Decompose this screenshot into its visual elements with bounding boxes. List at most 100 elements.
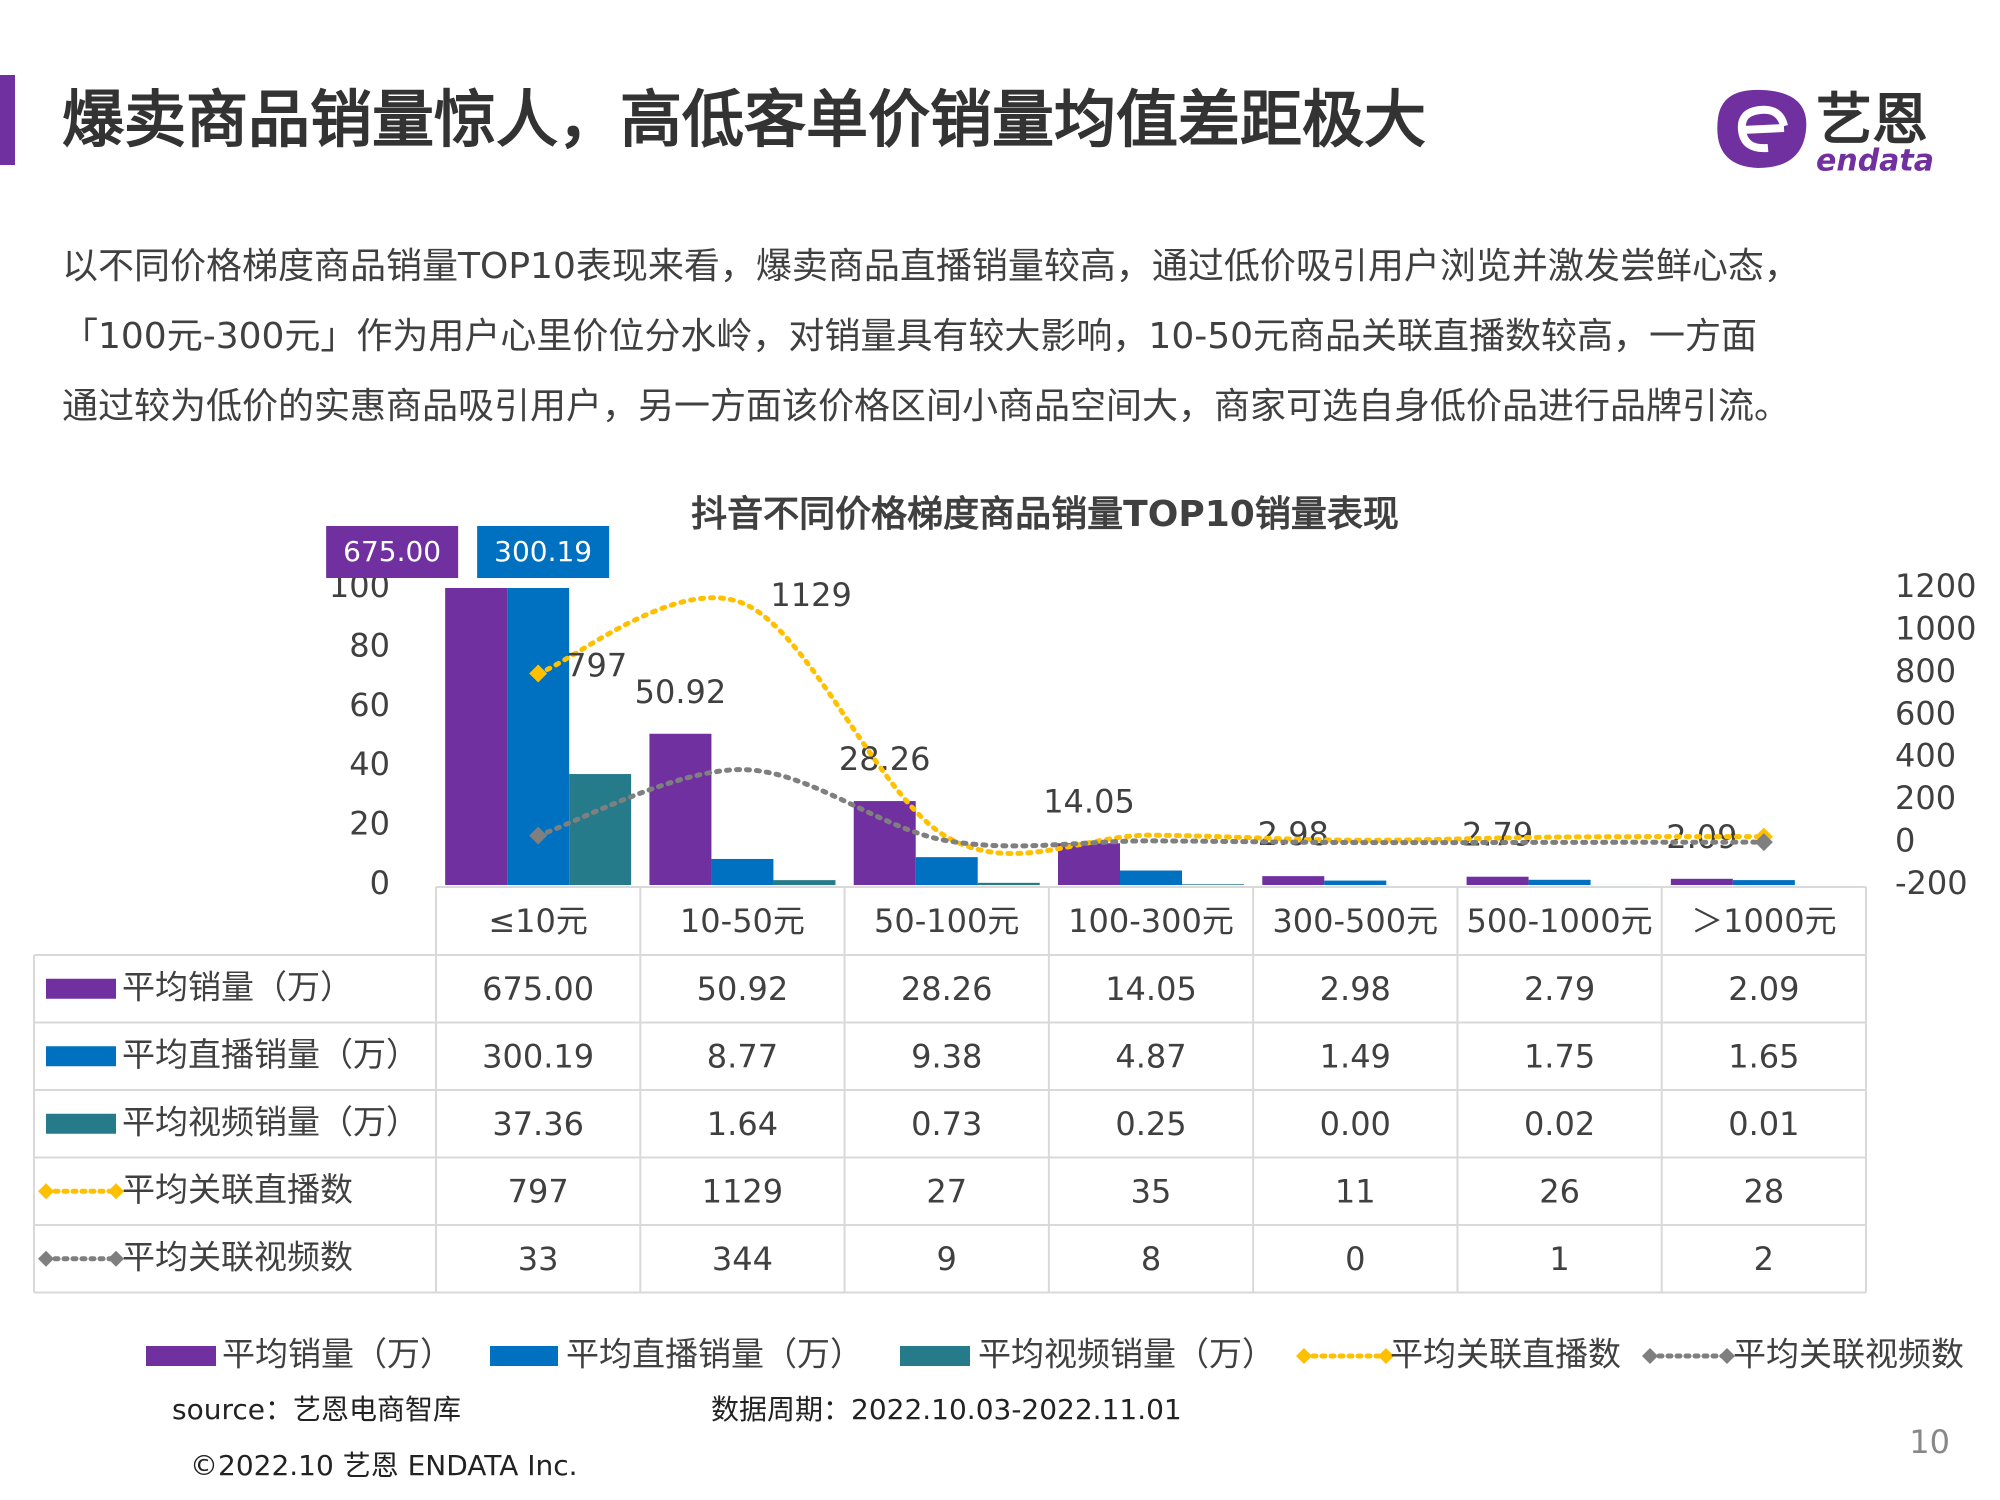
row-label: 平均销量（万） xyxy=(122,967,353,1006)
bar xyxy=(1528,879,1591,885)
period: 数据周期：2022.10.03-2022.11.01 xyxy=(711,1393,1182,1426)
y2-tick-label: 1000 xyxy=(1895,609,1976,647)
row-label: 平均关联视频数 xyxy=(122,1237,353,1276)
bar xyxy=(853,801,916,885)
table-cell: 37.36 xyxy=(492,1105,584,1143)
chart-title: 抖音不同价格梯度商品销量TOP10销量表现 xyxy=(691,494,1399,535)
source: source：艺恩电商智库 xyxy=(172,1393,461,1426)
line-series xyxy=(535,595,1767,856)
y2-tick-label: 400 xyxy=(1895,737,1956,775)
logo-e xyxy=(1737,105,1788,153)
table-cell: 2.98 xyxy=(1320,970,1391,1008)
legend-marker xyxy=(108,1250,124,1267)
value-label: 300.19 xyxy=(494,535,592,568)
legend-label: 平均关联直播数 xyxy=(1390,1335,1621,1374)
bar xyxy=(1466,876,1529,885)
table-cell: 2.09 xyxy=(1728,970,1799,1008)
table-cell: 27 xyxy=(926,1172,967,1210)
bar xyxy=(649,733,712,885)
table-cell: 0.00 xyxy=(1320,1105,1391,1143)
table-cell: 0.25 xyxy=(1115,1105,1186,1143)
value-label: 797 xyxy=(566,646,627,684)
y2-tick-label: 800 xyxy=(1895,652,1956,690)
table-cell: 1 xyxy=(1549,1240,1569,1278)
table-cell: 300.19 xyxy=(482,1037,594,1075)
line-marker xyxy=(1754,833,1773,852)
table-cell: 28 xyxy=(1743,1172,1784,1210)
paragraph-line: 通过较为低价的实惠商品吸引用户，另一方面该价格区间小商品空间大，商家可选自身低价… xyxy=(62,386,1790,427)
page-number: 10 xyxy=(1909,1423,1950,1461)
value-label: 675.00 xyxy=(343,535,441,568)
table-cell: 1.49 xyxy=(1320,1037,1391,1075)
page-title: 爆卖商品销量惊人，高低客单价销量均值差距极大 xyxy=(62,83,1426,156)
table-cell: 1.64 xyxy=(707,1105,778,1143)
legend-swatch xyxy=(900,1346,970,1366)
table-cell: 1129 xyxy=(702,1172,783,1210)
y-tick-label: 80 xyxy=(349,626,390,664)
y2-tick-label: -200 xyxy=(1895,864,1968,902)
legend-swatch xyxy=(46,1046,116,1067)
y2-tick-label: 200 xyxy=(1895,779,1956,817)
bar xyxy=(1732,880,1795,885)
table-cell: 344 xyxy=(712,1240,773,1278)
table-cell: 35 xyxy=(1131,1172,1172,1210)
row-label: 平均关联直播数 xyxy=(122,1170,353,1209)
paragraph-line: 以不同价格梯度商品销量TOP10表现来看，爆卖商品直播销量较高，通过低价吸引用户… xyxy=(62,246,1800,287)
bar xyxy=(915,857,978,885)
y-tick-label: 0 xyxy=(370,864,390,902)
legend-marker xyxy=(1719,1348,1735,1364)
table-cell: 4.87 xyxy=(1115,1037,1186,1075)
bar xyxy=(1262,876,1325,885)
line-marker xyxy=(529,826,548,845)
value-label: 2.98 xyxy=(1258,815,1329,853)
value-label-box xyxy=(326,526,459,578)
legend-marker xyxy=(38,1183,54,1200)
table-cell: 0.73 xyxy=(911,1105,982,1143)
value-label: 2.79 xyxy=(1462,816,1533,854)
legend-marker xyxy=(1296,1348,1312,1364)
table-cell: 2 xyxy=(1754,1240,1774,1278)
table-cell: 9.38 xyxy=(911,1037,982,1075)
legend-marker xyxy=(108,1183,124,1200)
table-cell: 14.05 xyxy=(1105,970,1197,1008)
x-tick-label: 50-100元 xyxy=(874,902,1019,940)
table-cell: 28.26 xyxy=(901,970,993,1008)
y-tick-label: 20 xyxy=(349,805,390,843)
legend-label: 平均直播销量（万） xyxy=(566,1335,863,1374)
y-tick-label: 40 xyxy=(349,745,390,783)
bar xyxy=(1182,884,1244,885)
legend-label: 平均视频销量（万） xyxy=(978,1335,1275,1374)
table-cell: 9 xyxy=(937,1240,957,1278)
legend-label: 平均关联视频数 xyxy=(1733,1335,1964,1374)
value-label-box xyxy=(477,526,610,578)
table-cell: 1.75 xyxy=(1524,1037,1595,1075)
paragraph-line: 「100元-300元」作为用户心里价位分水岭，对销量具有较大影响，10-50元商… xyxy=(62,316,1757,357)
table-cell: 1.65 xyxy=(1728,1037,1799,1075)
table-cell: 675.00 xyxy=(482,970,594,1008)
table-cell: 0 xyxy=(1345,1240,1365,1278)
bar xyxy=(711,858,774,885)
table-cell: 33 xyxy=(518,1240,559,1278)
legend-swatch xyxy=(46,978,116,999)
bar xyxy=(1324,880,1387,885)
copyright: ©2022.10 艺恩 ENDATA Inc. xyxy=(190,1449,578,1482)
table-cell: 8.77 xyxy=(707,1037,778,1075)
table-cell: 26 xyxy=(1539,1172,1580,1210)
legend-marker xyxy=(1378,1348,1394,1364)
legend-swatch xyxy=(146,1346,216,1366)
table-cell: 2.79 xyxy=(1524,970,1595,1008)
table-cell: 8 xyxy=(1141,1240,1161,1278)
x-tick-label: ≤10元 xyxy=(488,902,588,940)
x-tick-label: 100-300元 xyxy=(1068,902,1234,940)
y2-tick-label: 600 xyxy=(1895,694,1956,732)
bar xyxy=(1670,878,1733,885)
x-tick-label: 300-500元 xyxy=(1272,902,1438,940)
table-cell: 0.01 xyxy=(1728,1105,1799,1143)
logo-en: endata xyxy=(1816,144,1934,179)
table-cell: 0.02 xyxy=(1524,1105,1595,1143)
legend-marker xyxy=(1642,1348,1658,1364)
data-table: 平均销量（万） 675.00 50.92 28.26 14.05 2.98 2.79 2.09… xyxy=(33,886,1867,1294)
table-cell: 50.92 xyxy=(697,970,789,1008)
